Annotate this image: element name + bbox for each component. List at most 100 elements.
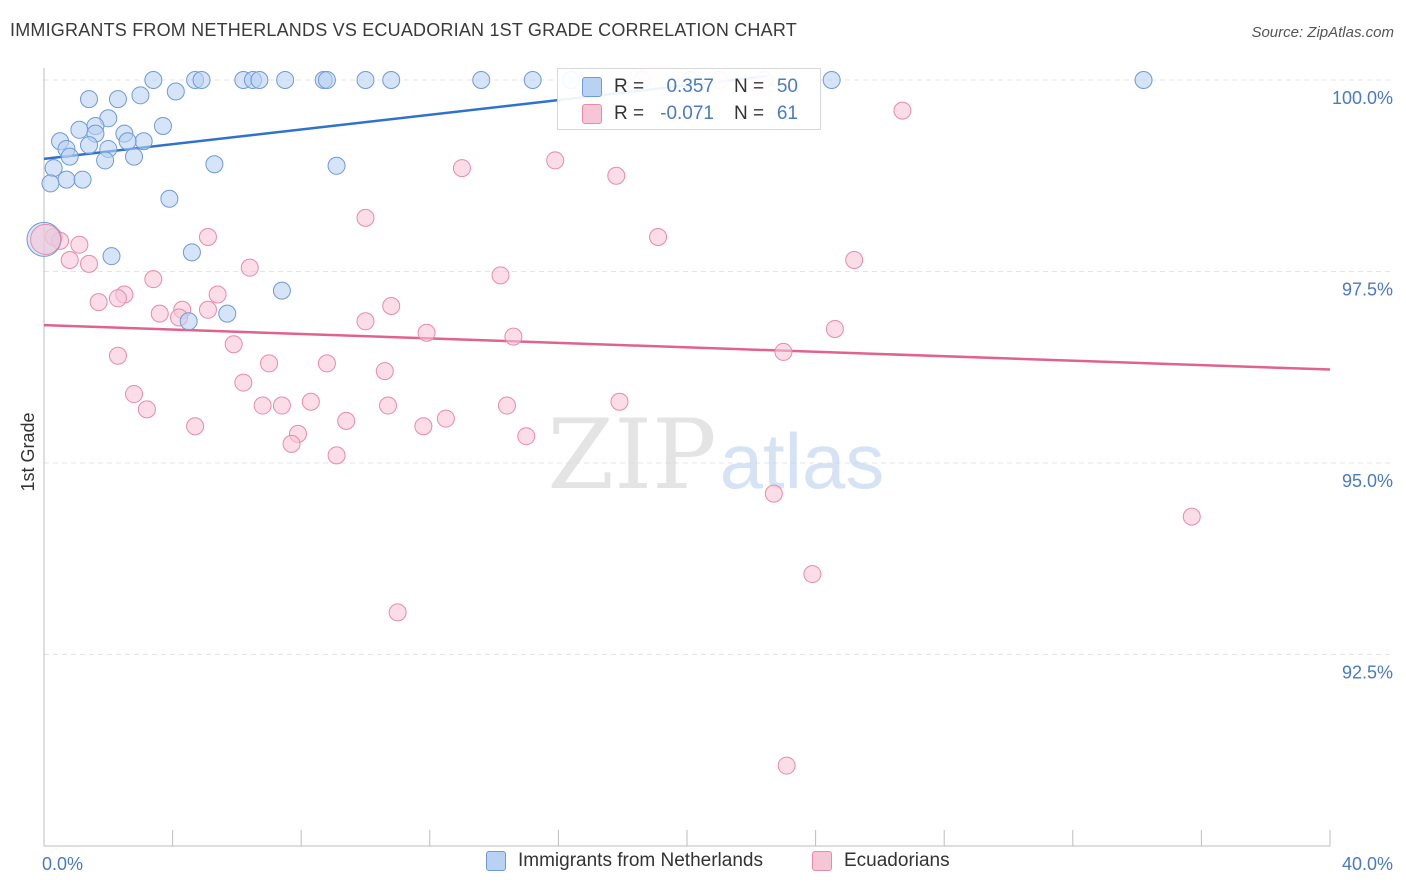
r-label: R = xyxy=(614,103,645,124)
netherlands-point xyxy=(57,170,76,189)
watermark: ZIP atlas xyxy=(547,399,884,511)
netherlands-point xyxy=(70,120,89,139)
netherlands-point xyxy=(317,71,336,89)
ecuadorian-point xyxy=(208,285,227,304)
ecuadorian-point xyxy=(764,484,783,503)
netherlands-point xyxy=(356,71,375,89)
ecuadorian-point xyxy=(108,289,127,308)
ecuadorian-point xyxy=(382,296,401,315)
blue-swatch-icon xyxy=(486,851,506,871)
ecuadorian-point xyxy=(186,417,205,436)
ecuadorian-point xyxy=(272,396,291,415)
ecuadorian-point xyxy=(504,327,523,346)
watermark-zip: ZIP xyxy=(547,399,716,511)
ecuadorian-point xyxy=(497,396,516,415)
chart-title: IMMIGRANTS FROM NETHERLANDS VS ECUADORIA… xyxy=(10,20,797,40)
n-label: N = xyxy=(734,76,765,97)
x-ticks: 0.0% 40.0% xyxy=(42,830,1393,874)
ecuadorian-point xyxy=(137,400,156,419)
ecuadorian-point xyxy=(546,151,565,170)
legend: Immigrants from Netherlands Ecuadorians xyxy=(0,850,1406,880)
y-tick-label: 92.5% xyxy=(1342,663,1393,683)
netherlands-point xyxy=(327,156,346,175)
x-tick-label: 0.0% xyxy=(42,854,83,874)
legend-item-ecuadorians[interactable]: Ecuadorians xyxy=(812,850,950,872)
stats-legend-box: R = 0.357 N = 50 R = -0.071 N = 61 xyxy=(557,68,821,130)
netherlands-point xyxy=(41,174,60,193)
netherlands-point xyxy=(179,312,198,331)
blue-swatch-icon xyxy=(582,77,602,97)
netherlands-point xyxy=(276,71,295,89)
n-label: N = xyxy=(734,103,765,124)
ecuadorian-point xyxy=(375,362,394,381)
stats-row-netherlands: R = 0.357 N = 50 xyxy=(558,73,822,101)
ecuadorian-point xyxy=(240,258,259,277)
netherlands-point xyxy=(272,281,291,300)
legend-item-netherlands[interactable]: Immigrants from Netherlands xyxy=(486,850,763,872)
y-axis-title: 1st Grade xyxy=(18,412,38,491)
netherlands-point xyxy=(205,155,224,174)
ecuadorian-trend-line xyxy=(43,323,1331,371)
netherlands-point xyxy=(96,151,115,170)
ecuadorian-point xyxy=(198,300,217,319)
stats-row-ecuadorians: R = -0.071 N = 61 xyxy=(558,100,822,128)
ecuadorian-point xyxy=(317,354,336,373)
ecuadorian-point xyxy=(491,266,510,285)
netherlands-point xyxy=(382,71,401,89)
netherlands-point xyxy=(218,304,237,323)
n-value: 61 xyxy=(776,103,798,124)
ecuadorian-point xyxy=(260,354,279,373)
ecuadorian-point xyxy=(777,756,796,775)
netherlands-point xyxy=(144,71,163,89)
ecuadorian-point xyxy=(234,373,253,392)
netherlands-point xyxy=(134,132,153,151)
netherlands-point xyxy=(131,86,150,105)
legend-label: Immigrants from Netherlands xyxy=(518,850,763,871)
netherlands-point xyxy=(80,90,99,109)
netherlands-point xyxy=(192,71,211,89)
ecuadorian-point xyxy=(436,409,455,428)
y-tick-label: 100.0% xyxy=(1332,88,1393,108)
ecuadorian-point xyxy=(388,603,407,622)
ecuadorian-point xyxy=(774,342,793,361)
pink-swatch-icon xyxy=(812,851,832,871)
ecuadorian-point xyxy=(60,251,79,270)
ecuadorian-point xyxy=(803,565,822,584)
ecuadorian-point xyxy=(414,417,433,436)
y-tick-label: 95.0% xyxy=(1342,471,1393,491)
r-value: -0.071 xyxy=(660,103,714,124)
ecuadorian-point xyxy=(80,254,99,273)
pink-swatch-icon xyxy=(582,104,602,124)
ecuadorian-point-large xyxy=(30,223,62,255)
ecuadorian-point xyxy=(417,323,436,342)
ecuadorian-point xyxy=(356,208,375,227)
netherlands-point xyxy=(73,170,92,189)
netherlands-point xyxy=(153,116,172,135)
ecuadorian-point xyxy=(144,270,163,289)
netherlands-point xyxy=(80,136,99,155)
ecuadorian-point xyxy=(89,293,108,312)
ecuadorian-point xyxy=(379,396,398,415)
ecuadorian-point xyxy=(845,251,864,270)
netherlands-point xyxy=(108,90,127,109)
ecuadorian-point xyxy=(108,346,127,365)
netherlands-point xyxy=(523,71,542,89)
y-tick-labels: 100.0% 97.5% 95.0% 92.5% xyxy=(1332,88,1393,683)
netherlands-point xyxy=(118,132,137,151)
ecuadorian-point xyxy=(150,304,169,323)
ecuadorian-point xyxy=(327,446,346,465)
netherlands-point xyxy=(250,71,269,89)
netherlands-point xyxy=(60,147,79,166)
ecuadorian-point xyxy=(825,319,844,338)
ecuadorian-point xyxy=(253,396,272,415)
netherlands-point xyxy=(822,71,841,89)
ecuadorian-point xyxy=(452,159,471,178)
ecuadorian-point xyxy=(337,411,356,430)
ecuadorian-point xyxy=(607,166,626,185)
ecuadorian-point xyxy=(356,312,375,331)
r-label: R = xyxy=(614,76,645,97)
netherlands-point xyxy=(160,189,179,208)
netherlands-point xyxy=(125,147,144,166)
netherlands-point xyxy=(182,243,201,262)
